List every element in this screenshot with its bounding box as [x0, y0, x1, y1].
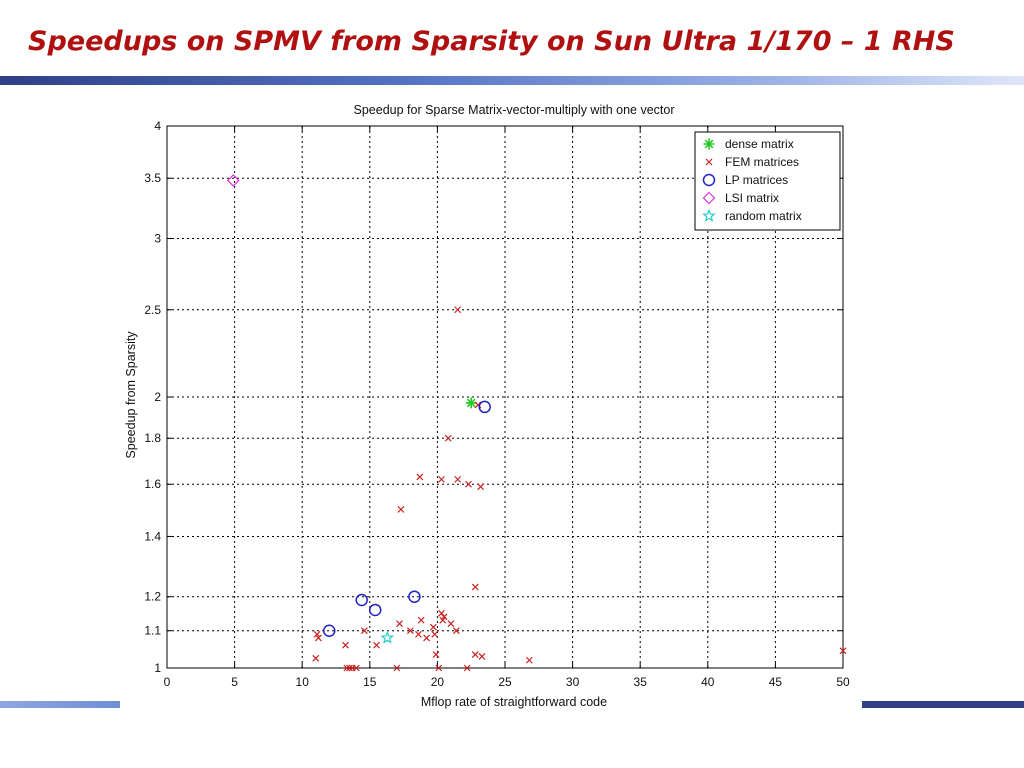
- fem-matrices-point: [417, 616, 425, 624]
- series-fem-matrices: [312, 306, 847, 672]
- series-lsi-matrix: [226, 174, 240, 187]
- dense-matrix-point: [465, 397, 477, 409]
- y-tick-label: 3: [154, 231, 161, 245]
- lp-matrices-point: [478, 400, 491, 414]
- legend: dense matrix FEM matrices LP matrices LSI m…: [694, 131, 841, 231]
- x-tick-label: 45: [769, 675, 783, 689]
- x-tick-label: 5: [231, 675, 238, 689]
- series-random-matrix: [380, 630, 395, 644]
- x-axis-label: Mflop rate of straightforward code: [421, 695, 607, 709]
- fem-matrices-point: [343, 664, 351, 672]
- legend-entry-lp-matrices: LP matrices: [725, 173, 788, 187]
- fem-matrices-point: [342, 641, 349, 649]
- lp-matrices-point: [408, 590, 421, 603]
- x-tick-label: 10: [296, 675, 310, 689]
- fem-matrices-point: [438, 475, 445, 483]
- series-lp-matrices: [322, 400, 491, 637]
- fem-matrices-point: [360, 627, 368, 635]
- fem-matrices-point: [423, 634, 431, 642]
- fem-matrices-point: [396, 620, 403, 628]
- fem-matrices-point: [312, 654, 320, 662]
- fem-matrices-point: [373, 641, 380, 649]
- y-axis-label: Speedup from Sparsity: [124, 331, 138, 459]
- y-tick-label: 1.2: [144, 590, 161, 604]
- x-tick-label: 30: [566, 675, 580, 689]
- fem-matrices-point: [415, 630, 422, 638]
- random-matrix-point: [380, 630, 395, 644]
- x-tick-label: 50: [836, 675, 850, 689]
- fem-matrices-point: [406, 627, 414, 635]
- x-tick-label: 35: [634, 675, 648, 689]
- fem-matrices-point: [416, 473, 424, 481]
- legend-entry-random-matrix: random matrix: [725, 209, 802, 223]
- legend-marker-lsi-matrix: [702, 191, 716, 205]
- fem-matrices-point: [432, 651, 440, 658]
- x-tick-label: 0: [164, 675, 171, 689]
- legend-entry-dense-matrix: dense matrix: [725, 137, 794, 151]
- fem-matrices-point: [352, 664, 360, 672]
- y-tick-label: 1: [154, 661, 161, 675]
- fem-matrices-point: [313, 630, 321, 638]
- fem-matrices-point: [454, 306, 462, 314]
- lp-matrices-point: [355, 593, 368, 607]
- fem-matrices-point: [463, 664, 471, 672]
- fem-matrices-point: [397, 506, 405, 513]
- legend-entry-lsi-matrix: LSI matrix: [725, 191, 779, 205]
- axis-ticks: 0 5 10 15 20 25 30 35 40 45 50 1 1.1 1.2 1.4 1.6 1.8 2 2.5…: [144, 119, 850, 689]
- fem-matrices-point: [839, 647, 847, 655]
- fem-matrices-point: [525, 656, 533, 664]
- y-tick-label: 1.1: [144, 624, 161, 638]
- fem-matrices-point: [447, 620, 455, 628]
- chart-title: Speedup for Sparse Matrix-vector-multipl…: [354, 103, 675, 117]
- fem-matrices-point: [478, 653, 486, 660]
- y-tick-label: 1.6: [144, 477, 161, 491]
- lp-matrices-point: [322, 624, 336, 637]
- fem-matrices-point: [444, 434, 452, 442]
- legend-marker-lp-matrices: [702, 173, 716, 187]
- legend-marker-fem-matrices: [705, 158, 713, 166]
- fem-matrices-point: [393, 664, 401, 672]
- fem-matrices-point: [314, 634, 322, 642]
- legend-entry-fem-matrices: FEM matrices: [725, 155, 799, 169]
- fem-matrices-point: [454, 475, 462, 483]
- legend-marker-dense-matrix: [703, 138, 715, 150]
- fem-matrices-point: [346, 664, 353, 672]
- slide-title: Speedups on SPMV from Sparsity on Sun Ul…: [28, 26, 955, 57]
- x-tick-label: 40: [701, 675, 715, 689]
- fem-matrices-point: [429, 623, 437, 631]
- footer-rule-right: [862, 701, 1024, 708]
- y-tick-label: 3.5: [144, 171, 161, 185]
- data-points: [226, 174, 847, 672]
- plot-frame: [166, 125, 844, 669]
- lsi-matrix-point: [226, 174, 240, 187]
- fem-matrices-point: [435, 664, 443, 672]
- y-tick-label: 2: [154, 390, 161, 404]
- series-dense-matrix: [465, 397, 477, 409]
- grid: [167, 126, 843, 668]
- lp-matrices-point: [368, 603, 382, 617]
- fem-matrices-point: [439, 616, 447, 624]
- fem-matrices-point: [431, 630, 439, 638]
- legend-marker-random-matrix: [702, 208, 716, 222]
- y-tick-label: 1.8: [144, 431, 161, 445]
- y-tick-label: 2.5: [144, 303, 161, 317]
- title-underline: [0, 76, 1024, 85]
- y-tick-label: 1.4: [144, 529, 161, 543]
- fem-matrices-point: [471, 651, 479, 658]
- fem-matrices-point: [465, 480, 472, 488]
- fem-matrices-point: [477, 483, 485, 491]
- y-tick-label: 4: [154, 119, 161, 133]
- fem-matrices-point: [471, 583, 479, 591]
- fem-matrices-point: [452, 627, 460, 635]
- legend-box: [694, 131, 841, 231]
- x-tick-label: 20: [431, 675, 445, 689]
- x-tick-label: 15: [363, 675, 377, 689]
- scatter-chart: Speedup for Sparse Matrix-vector-multipl…: [124, 103, 850, 709]
- x-tick-label: 25: [498, 675, 512, 689]
- footer-rule-left: [0, 701, 120, 708]
